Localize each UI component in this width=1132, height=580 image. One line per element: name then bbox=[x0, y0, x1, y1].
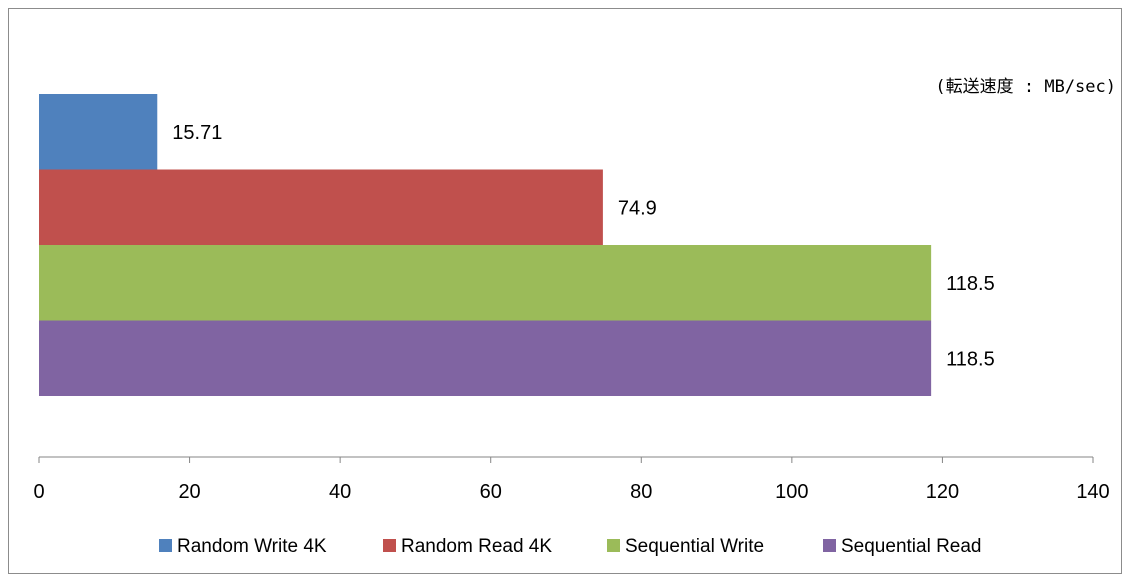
bar-random-write-4k bbox=[39, 94, 158, 170]
legend: Random Write 4K Random Read 4K Sequential … bbox=[159, 536, 982, 557]
x-tick-label: 120 bbox=[926, 481, 959, 503]
legend-label-random-read-4k: Random Read 4K bbox=[401, 536, 552, 557]
x-tick-label: 60 bbox=[480, 481, 502, 503]
legend-swatch-sequential-write bbox=[607, 539, 620, 552]
value-label-sequential-read: 118.5 bbox=[946, 348, 995, 370]
bars-group: 15.71 74.9 118.5 118.5 bbox=[39, 94, 995, 396]
x-tick-label: 40 bbox=[329, 481, 351, 503]
bar-sequential-read bbox=[39, 320, 932, 396]
x-tick-label: 0 bbox=[33, 481, 44, 503]
legend-label-sequential-write: Sequential Write bbox=[625, 536, 764, 557]
legend-swatch-sequential-read bbox=[823, 539, 836, 552]
value-label-random-write-4k: 15.71 bbox=[172, 122, 222, 144]
x-tick-label: 100 bbox=[775, 481, 808, 503]
x-axis: 0 20 40 60 80 100 120 140 bbox=[33, 456, 1110, 503]
bar-random-read-4k bbox=[39, 169, 603, 245]
legend-label-random-write-4k: Random Write 4K bbox=[177, 536, 327, 557]
legend-swatch-random-write-4k bbox=[159, 539, 172, 552]
legend-swatch-random-read-4k bbox=[383, 539, 396, 552]
value-label-sequential-write: 118.5 bbox=[946, 273, 995, 295]
x-tick-label: 140 bbox=[1076, 481, 1109, 503]
unit-note: (転送速度 : MB/sec) bbox=[935, 77, 1116, 97]
legend-label-sequential-read: Sequential Read bbox=[841, 536, 982, 557]
value-label-random-read-4k: 74.9 bbox=[618, 197, 657, 219]
x-tick-label: 80 bbox=[630, 481, 652, 503]
bar-sequential-write bbox=[39, 245, 932, 321]
x-tick-label: 20 bbox=[178, 481, 200, 503]
